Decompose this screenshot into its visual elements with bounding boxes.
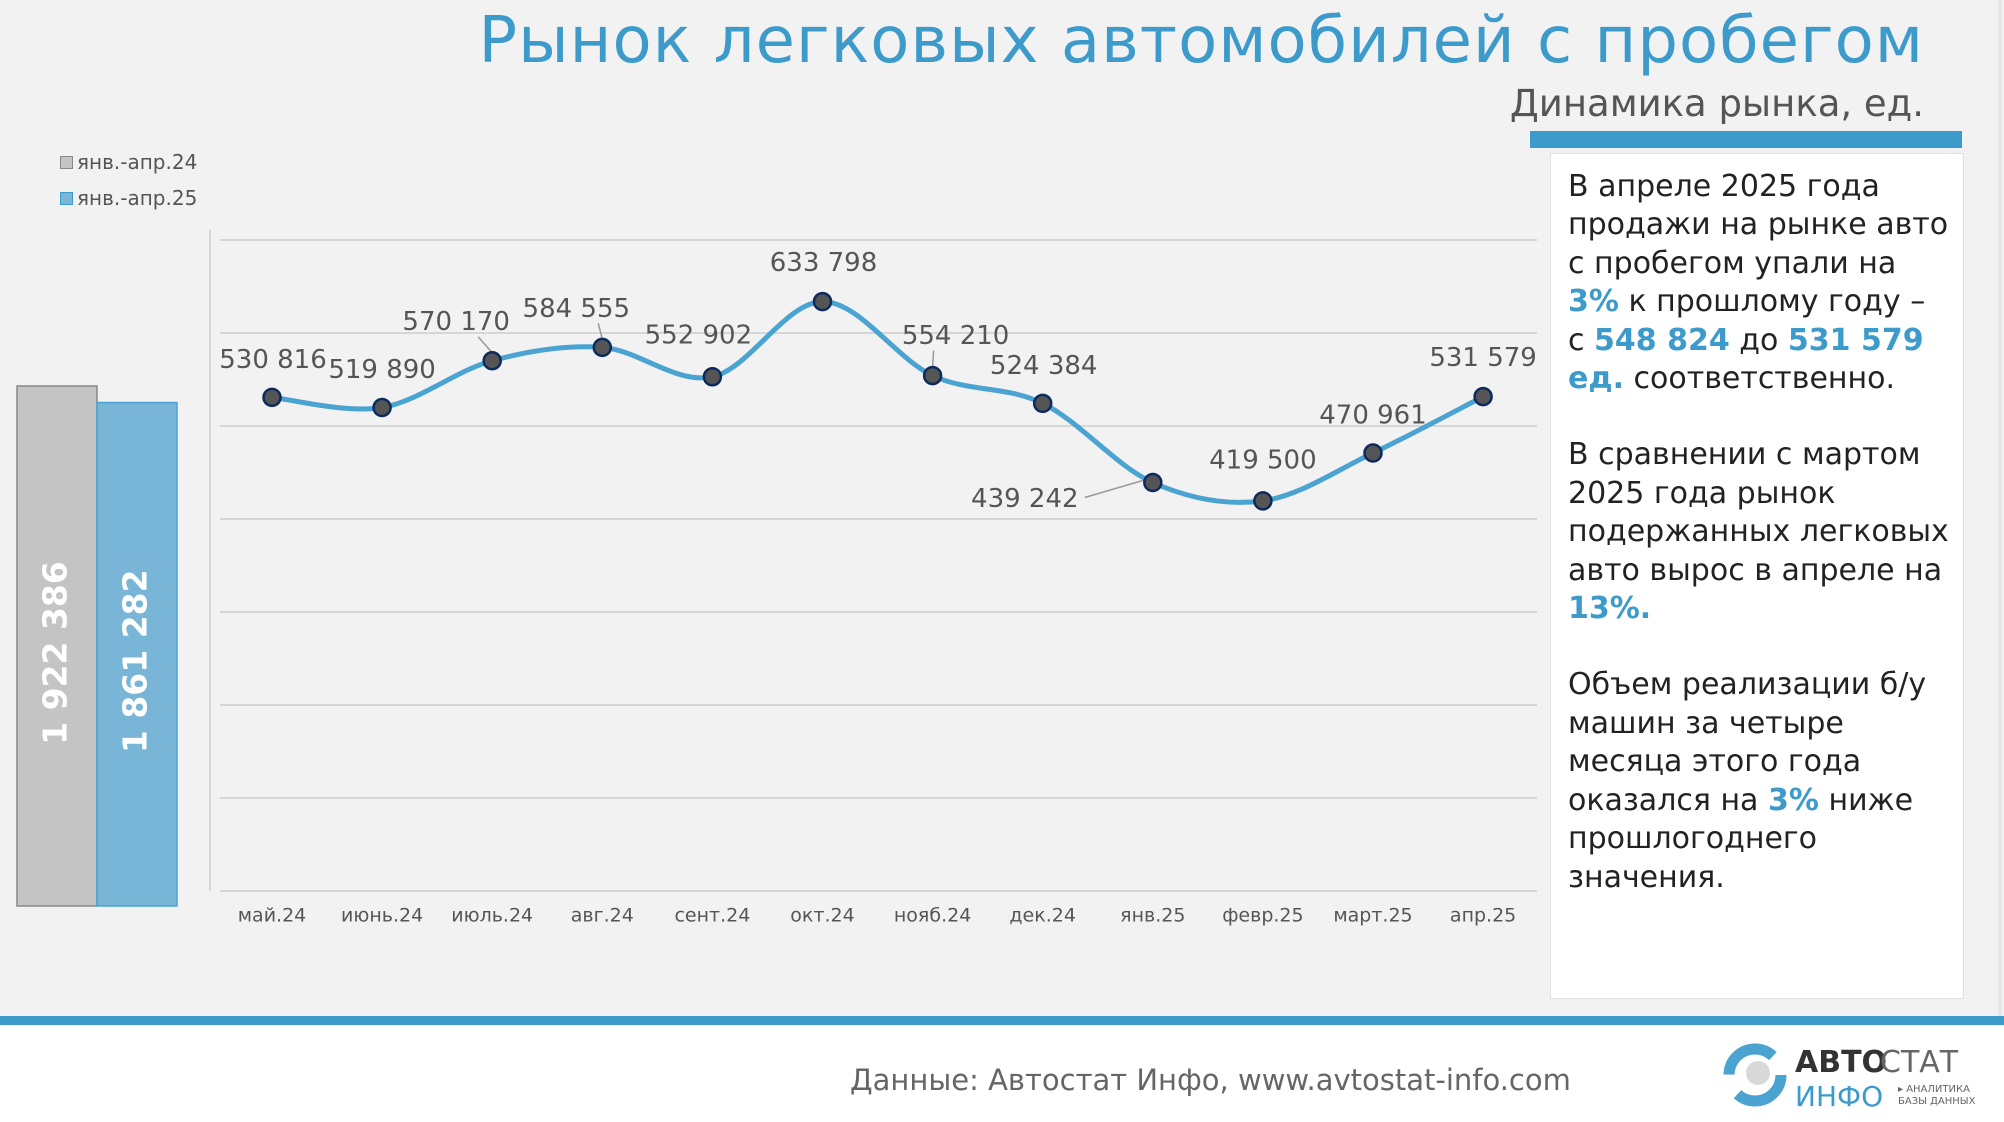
commentary-text: соответственно. — [1623, 361, 1896, 397]
legend-swatch-blue — [60, 191, 73, 205]
data-label: 554 210 — [902, 321, 1010, 351]
logo-core — [1746, 1061, 1770, 1085]
commentary-paragraph: В апреле 2025 года продажи на рынке авто… — [1568, 168, 1949, 398]
data-label: 470 961 — [1319, 401, 1427, 431]
highlight-value: 3% — [1568, 284, 1619, 320]
x-tick-label: нояб.24 — [894, 905, 971, 927]
data-point — [1473, 386, 1493, 407]
commentary-text: к прошлому году – с — [1568, 284, 1926, 358]
x-tick-label: дек.24 — [1009, 905, 1076, 927]
logo-text: СТАТ — [1880, 1045, 1959, 1080]
bar-0 — [16, 385, 98, 907]
logo-text: АВТО — [1795, 1045, 1887, 1080]
data-point — [922, 365, 943, 386]
logo-ring-icon — [1723, 1043, 1787, 1107]
legend-swatch-gray — [60, 155, 73, 169]
legend-item-2025: янв.-апр.25 — [60, 186, 197, 210]
data-point — [812, 291, 833, 312]
data-label: 419 500 — [1209, 445, 1317, 475]
data-label: 530 816 — [219, 345, 327, 375]
data-label: 633 798 — [770, 248, 878, 278]
leader-line — [931, 350, 935, 368]
bar-1 — [96, 401, 178, 907]
data-source: Данные: Автостат Инфо, www.avtostat-info… — [850, 1063, 1571, 1097]
data-point — [1363, 443, 1383, 463]
bottom-accent-strip — [0, 1016, 2004, 1025]
data-label: 524 384 — [990, 351, 1098, 381]
bar-label: 1 861 282 — [116, 569, 155, 753]
footer — [0, 1025, 2004, 1122]
data-point — [702, 367, 723, 387]
x-tick-label: авг.24 — [571, 905, 634, 927]
data-label: 570 170 — [402, 307, 510, 337]
highlight-value: 531 579 ед. — [1568, 322, 1924, 397]
data-label: 531 579 — [1429, 343, 1537, 373]
x-tick-label: апр.25 — [1450, 905, 1516, 927]
chart-subtitle: Динамика рынка, ед. — [1509, 82, 1924, 125]
commentary-text: Объем реализации б/у машин за четыре мес… — [1568, 667, 1927, 818]
data-label: 439 242 — [971, 484, 1079, 514]
data-point — [1032, 393, 1053, 414]
highlight-value: 548 824 — [1594, 322, 1730, 358]
highlight-value: 3% — [1767, 782, 1819, 818]
legend-label: янв.-апр.24 — [77, 150, 198, 174]
leader-line — [1084, 479, 1144, 499]
x-tick-label: окт.24 — [790, 905, 854, 927]
logo-text: ИНФО — [1795, 1080, 1883, 1110]
data-point — [592, 337, 613, 358]
data-point — [482, 350, 502, 371]
x-tick-label: июль.24 — [451, 905, 533, 927]
data-label: 552 902 — [645, 320, 753, 350]
leader-line — [477, 336, 493, 354]
bar-label: 1 922 386 — [36, 561, 75, 745]
data-label: 584 555 — [523, 294, 631, 324]
data-point — [372, 397, 392, 418]
leader-line — [597, 323, 604, 340]
legend-item-2024: янв.-апр.24 — [60, 150, 197, 174]
x-tick-label: июнь.24 — [341, 905, 423, 927]
legend-label: янв.-апр.25 — [77, 186, 198, 210]
commentary-text: В апреле 2025 года продажи на рынке авто… — [1568, 169, 1949, 281]
x-tick-label: февр.25 — [1222, 905, 1303, 927]
data-point — [262, 387, 282, 408]
page-title: Рынок легковых автомобилей с пробегом — [478, 4, 1924, 78]
data-label: 519 890 — [328, 355, 436, 385]
subtitle-accent-bar — [1530, 131, 1962, 148]
avtostat-logo: АВТО СТАТ ИНФО ▸ АНАЛИТИКА БАЗЫ ДАННЫХ — [1720, 1040, 1980, 1113]
commentary-box: В апреле 2025 года продажи на рынке авто… — [1550, 153, 1964, 999]
logo-tagline: ▸ АНАЛИТИКА — [1898, 1084, 1970, 1095]
commentary-text: ниже прошлогоднего значения. — [1568, 782, 1914, 895]
commentary-text: В сравнении с мартом 2025 года рынок под… — [1568, 437, 1949, 588]
logo-tagline: БАЗЫ ДАННЫХ — [1898, 1096, 1976, 1107]
commentary-text: до — [1729, 322, 1788, 358]
data-point — [1253, 491, 1273, 511]
right-border — [1998, 0, 2002, 1122]
commentary-paragraph: В сравнении с мартом 2025 года рынок под… — [1568, 436, 1949, 628]
highlight-value: 13%. — [1568, 591, 1652, 627]
chart-area: 1 922 386 1 861 282 530 816 май.24 519 890 ию… — [16, 230, 1537, 927]
data-point — [1143, 472, 1163, 493]
x-tick-label: сент.24 — [674, 905, 750, 927]
x-tick-label: май.24 — [238, 905, 307, 927]
logo-graphic: АВТО СТАТ ИНФО ▸ АНАЛИТИКА БАЗЫ ДАННЫХ — [1723, 1043, 1976, 1113]
x-tick-label: янв.25 — [1120, 905, 1185, 927]
commentary-paragraph: Объем реализации б/у машин за четыре мес… — [1568, 666, 1949, 896]
x-tick-label: март.25 — [1333, 905, 1412, 927]
